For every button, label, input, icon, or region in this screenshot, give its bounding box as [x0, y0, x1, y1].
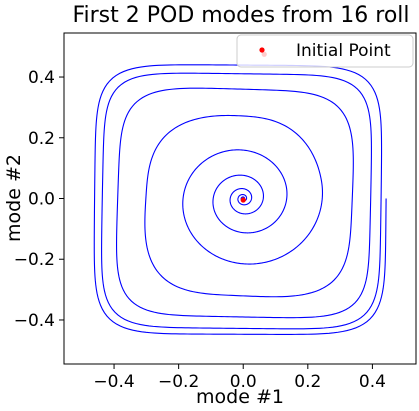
y-axis-ticks: −0.4 −0.2 0.0 0.2 0.4 — [14, 68, 64, 331]
trajectory-layer — [93, 64, 387, 335]
x-axis-label: mode #1 — [196, 386, 284, 408]
legend-frame — [236, 34, 414, 68]
chart-title: First 2 POD modes from 16 roll — [72, 3, 409, 28]
x-tick-label: 0.0 — [230, 372, 257, 392]
y-axis-label: mode #2 — [3, 154, 25, 242]
y-tick-label: −0.4 — [14, 311, 55, 331]
x-tick-label: 0.2 — [294, 372, 321, 392]
y-tick-label: 0.4 — [28, 68, 55, 88]
x-axis-ticks: −0.4 −0.2 0.0 0.2 0.4 — [93, 364, 386, 392]
legend: Initial Point — [236, 34, 414, 68]
y-tick-label: 0.0 — [28, 190, 55, 210]
legend-marker-initial-point — [259, 47, 265, 53]
pod-mode-trajectory-line — [93, 64, 387, 335]
x-tick-label: 0.4 — [359, 372, 386, 392]
origin-point-marker — [240, 197, 246, 203]
x-tick-label: −0.4 — [93, 372, 134, 392]
x-tick-label: −0.2 — [158, 372, 199, 392]
y-tick-label: 0.2 — [28, 129, 55, 149]
y-tick-label: −0.2 — [14, 250, 55, 270]
legend-label-initial-point: Initial Point — [296, 41, 391, 61]
